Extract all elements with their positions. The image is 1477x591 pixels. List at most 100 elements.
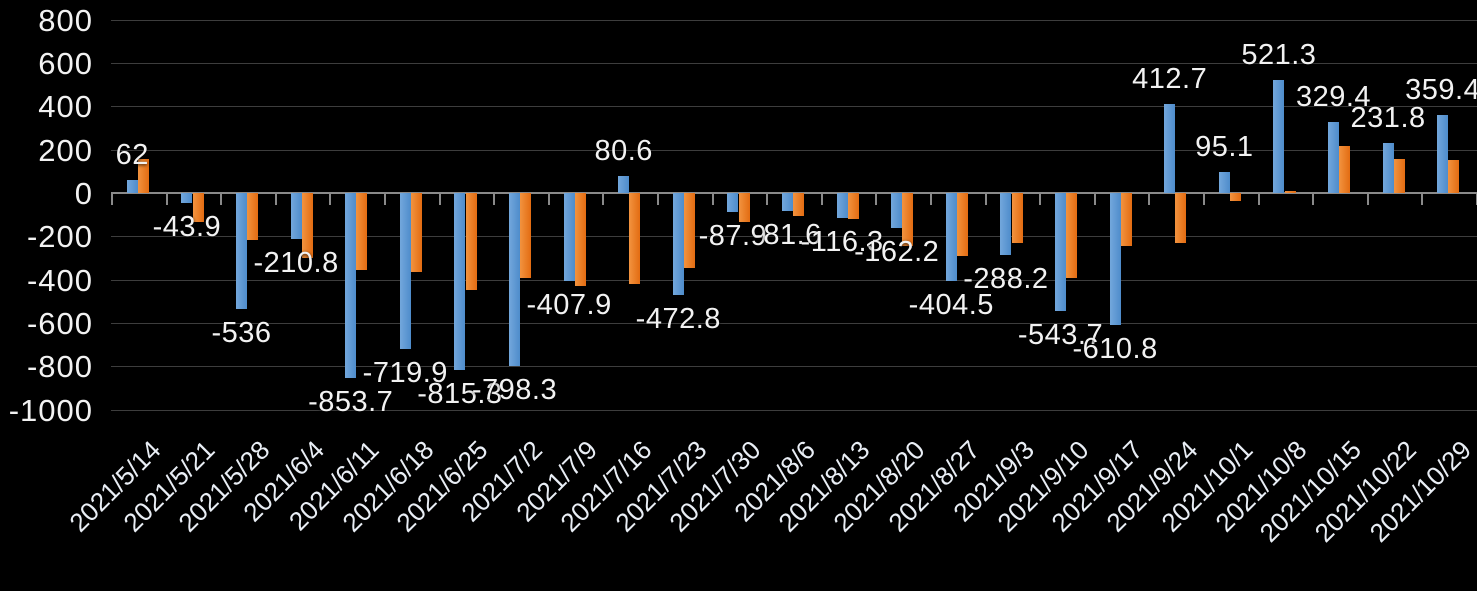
bar-series-2-orange-2021/6/18[interactable]	[410, 193, 423, 272]
bar-series-1-blue-2021/5/21[interactable]	[181, 193, 193, 203]
bar-value-label: 231.8	[1350, 101, 1426, 134]
bar-value-label: -472.8	[635, 303, 721, 336]
x-axis-tick	[984, 193, 987, 205]
x-axis-tick	[1312, 193, 1315, 205]
bar-series-2-orange-2021/10/22[interactable]	[1393, 159, 1405, 193]
x-axis-tick	[493, 193, 496, 205]
bar-series-1-blue-2021/7/23[interactable]	[672, 193, 684, 296]
x-axis-tick	[930, 193, 932, 205]
bar-series-2-orange-2021/9/3[interactable]	[1011, 193, 1023, 243]
bar-series-2-orange-2021/5/14[interactable]	[137, 158, 150, 193]
bar-series-1-blue-2021/5/14[interactable]	[126, 179, 138, 193]
gridline	[111, 19, 1477, 21]
bar-series-2-orange-2021/10/8[interactable]	[1284, 191, 1296, 193]
bar-value-label: -288.2	[963, 263, 1049, 296]
bar-series-1-blue-2021/6/18[interactable]	[399, 193, 411, 349]
x-axis-tick	[438, 193, 441, 205]
bar-series-1-blue-2021/7/30[interactable]	[727, 193, 739, 212]
y-axis-tick-label: 200	[38, 132, 93, 168]
x-axis-tick	[1366, 193, 1369, 205]
x-axis-tick	[875, 193, 878, 205]
bar-value-label: -404.5	[908, 288, 994, 321]
bar-series-2-orange-2021/7/9[interactable]	[574, 193, 586, 287]
x-axis-tick	[1093, 193, 1096, 205]
x-axis-tick	[384, 193, 386, 205]
bar-series-2-orange-2021/8/20[interactable]	[902, 193, 914, 246]
y-axis-tick-label: -200	[26, 219, 93, 255]
gridline	[111, 63, 1477, 65]
bar-value-label: -210.8	[253, 246, 339, 279]
bar-value-label: 329.4	[1295, 80, 1372, 113]
bar-series-2-orange-2021/8/27[interactable]	[956, 193, 969, 256]
bar-series-2-orange-2021/7/2[interactable]	[520, 193, 532, 279]
bar-series-1-blue-2021/9/10[interactable]	[1054, 193, 1067, 311]
bar-series-2-orange-2021/6/4[interactable]	[301, 193, 313, 258]
gridline	[111, 322, 1477, 324]
bar-series-1-blue-2021/10/22[interactable]	[1382, 142, 1394, 193]
bar-series-1-blue-2021/8/27[interactable]	[945, 193, 957, 281]
bar-value-label: -610.8	[1072, 333, 1158, 366]
bar-series-2-orange-2021/7/30[interactable]	[738, 193, 750, 222]
bar-series-1-blue-2021/7/2[interactable]	[508, 193, 521, 366]
bar-value-label: -719.9	[362, 356, 448, 389]
bar-series-1-blue-2021/9/17[interactable]	[1109, 193, 1121, 326]
bar-series-1-blue-2021/10/29[interactable]	[1437, 115, 1449, 193]
bar-series-2-orange-2021/7/23[interactable]	[683, 193, 696, 268]
bar-series-1-blue-2021/7/16[interactable]	[618, 175, 630, 193]
bar-series-2-orange-2021/9/17[interactable]	[1120, 193, 1132, 246]
bar-value-label: -815.3	[417, 377, 503, 410]
x-axis-tick	[111, 193, 113, 205]
gridline	[111, 279, 1477, 281]
x-axis-tick	[766, 193, 769, 205]
bar-value-label: -116.3	[800, 226, 884, 259]
y-axis-tick-label: 800	[38, 2, 93, 38]
bar-value-label: -543.7	[1017, 318, 1104, 351]
bar-series-1-blue-2021/6/11[interactable]	[345, 193, 357, 378]
bar-series-1-blue-2021/5/28[interactable]	[235, 193, 248, 309]
bar-value-label: -853.7	[308, 385, 394, 418]
x-axis-tick	[820, 193, 823, 205]
bar-series-2-orange-2021/8/6[interactable]	[793, 193, 805, 217]
x-axis-tick	[547, 193, 550, 205]
bar-series-1-blue-2021/8/20[interactable]	[891, 193, 903, 229]
x-axis-tick	[711, 193, 714, 205]
bar-value-label: 95.1	[1195, 131, 1254, 164]
bar-series-2-orange-2021/8/13[interactable]	[847, 193, 859, 220]
y-axis-tick-label: -400	[26, 262, 93, 298]
bar-series-2-orange-2021/9/10[interactable]	[1066, 193, 1078, 279]
x-axis-tick	[1421, 193, 1424, 205]
bar-series-2-orange-2021/6/11[interactable]	[356, 193, 368, 271]
bar-value-label: 62	[115, 138, 149, 171]
bar-series-2-orange-2021/7/16[interactable]	[629, 193, 641, 284]
bar-value-label: -407.9	[526, 289, 612, 322]
bar-series-2-orange-2021/5/21[interactable]	[192, 193, 204, 222]
x-axis-tick	[1203, 193, 1205, 205]
bar-series-1-blue-2021/8/13[interactable]	[836, 193, 848, 219]
bar-series-1-blue-2021/10/15[interactable]	[1327, 121, 1340, 193]
bar-series-2-orange-2021/6/25[interactable]	[465, 193, 477, 291]
bar-series-1-blue-2021/10/8[interactable]	[1273, 80, 1285, 193]
bar-series-1-blue-2021/9/24[interactable]	[1164, 103, 1176, 193]
bar-value-label: -798.3	[471, 373, 558, 406]
bar-series-2-orange-2021/10/15[interactable]	[1339, 145, 1351, 193]
bar-series-2-orange-2021/10/1[interactable]	[1229, 193, 1242, 201]
x-axis-tick	[1148, 193, 1151, 205]
bar-series-1-blue-2021/7/9[interactable]	[563, 193, 575, 282]
bar-series-2-orange-2021/5/28[interactable]	[247, 193, 259, 240]
x-axis-tick	[1257, 193, 1260, 205]
x-axis-tick	[220, 193, 223, 205]
bar-series-1-blue-2021/6/4[interactable]	[290, 193, 302, 239]
bar-series-1-blue-2021/10/1[interactable]	[1218, 172, 1230, 193]
y-axis-tick-label: -1000	[8, 392, 93, 428]
y-axis-tick-label: 600	[38, 46, 93, 82]
bar-series-2-orange-2021/9/24[interactable]	[1175, 193, 1187, 243]
bar-series-1-blue-2021/8/6[interactable]	[781, 193, 794, 211]
bar-value-label: 359.4	[1405, 74, 1477, 107]
bar-series-1-blue-2021/9/3[interactable]	[1000, 193, 1012, 256]
x-axis-tick	[1039, 193, 1042, 205]
bar-series-2-orange-2021/10/29[interactable]	[1448, 160, 1460, 193]
bar-series-1-blue-2021/6/25[interactable]	[454, 193, 466, 370]
